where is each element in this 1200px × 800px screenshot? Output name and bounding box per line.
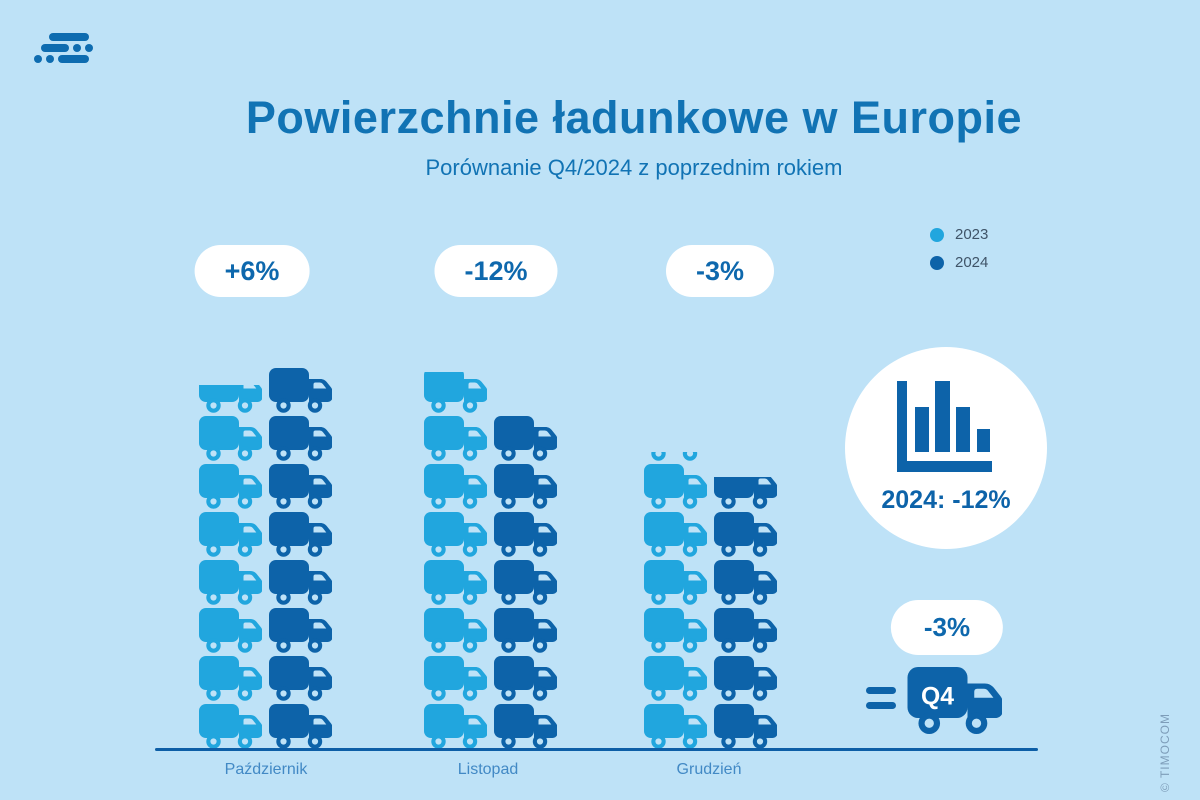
truck-icon (644, 656, 707, 701)
truck-icon (714, 477, 777, 509)
truck-stack-december-2023 (643, 452, 707, 750)
axis-label-november: Listopad (457, 761, 519, 778)
truck-icon (199, 704, 262, 749)
change-badge-november: -12% (434, 245, 558, 297)
truck-icon (269, 560, 332, 605)
truck-stack-october-2024 (268, 368, 332, 750)
truck-icon (714, 608, 777, 653)
change-badge-october: +6% (194, 245, 310, 297)
axis-label-october: Październik (224, 761, 308, 778)
axis-label-december: Grudzień (676, 761, 742, 778)
truck-icon (199, 608, 262, 653)
legend-label-2023: 2023 (955, 226, 989, 243)
truck-stack-december-2024 (713, 477, 777, 750)
equals-icon (866, 687, 896, 709)
truck-icon (424, 416, 487, 461)
truck-icon (494, 464, 557, 509)
change-badge-december: -3% (665, 245, 775, 297)
q4-truck-label: Q4 (921, 684, 954, 711)
copyright-note: © TIMOCOM (1158, 713, 1172, 792)
truck-icon (199, 416, 262, 461)
truck-icon (424, 560, 487, 605)
truck-icon (269, 416, 332, 461)
truck-icon (424, 608, 487, 653)
truck-icon (494, 704, 557, 749)
legend-dot-2024-icon (930, 255, 944, 270)
page-subtitle: Porównanie Q4/2024 z poprzednim rokiem (425, 155, 843, 180)
truck-icon (199, 656, 262, 701)
truck-icon (651, 452, 698, 461)
truck-icon (644, 560, 707, 605)
timocom-logo (34, 33, 93, 63)
truck-icon (644, 608, 707, 653)
legend-label-2024: 2024 (955, 254, 989, 271)
year-summary-label: 2024: -12% (881, 486, 1011, 514)
truck-icon (424, 464, 487, 509)
truck-icon (714, 512, 777, 557)
legend: 2023 2024 (930, 226, 988, 271)
year-summary-circle: 2024: -12% (845, 347, 1047, 549)
legend-dot-2023-icon (930, 227, 944, 242)
truck-icon (644, 512, 707, 557)
truck-icon (199, 560, 262, 605)
truck-icon (424, 704, 487, 749)
truck-icon (494, 608, 557, 653)
truck-stack-october-2023 (198, 385, 262, 750)
truck-icon (424, 656, 487, 701)
q4-change-badge: -3% (890, 600, 1004, 655)
truck-icon (269, 704, 332, 749)
truck-icon (269, 608, 332, 653)
truck-icon (644, 464, 707, 509)
truck-icon (269, 368, 332, 413)
truck-icon (269, 464, 332, 509)
truck-icon (714, 656, 777, 701)
truck-stack-november-2023 (423, 372, 487, 750)
truck-icon (494, 560, 557, 605)
truck-icon (199, 512, 262, 557)
truck-icon (714, 560, 777, 605)
truck-icon (269, 656, 332, 701)
truck-icon (199, 385, 262, 413)
legend-item-2024: 2024 (930, 254, 988, 271)
page-title: Powierzchnie ładunkowe w Europie (245, 92, 1023, 143)
truck-icon (644, 704, 707, 749)
q4-truck-icon: Q4 (907, 667, 1002, 735)
legend-item-2023: 2023 (930, 226, 988, 243)
truck-stack-november-2024 (493, 415, 557, 750)
truck-icon (494, 656, 557, 701)
truck-icon (269, 512, 332, 557)
x-axis-baseline (155, 748, 1038, 751)
truck-icon (424, 512, 487, 557)
bar-chart-icon (897, 381, 992, 472)
truck-icon (424, 372, 487, 413)
truck-icon (494, 512, 557, 557)
truck-icon (714, 704, 777, 749)
truck-icon (494, 416, 557, 461)
truck-icon (199, 464, 262, 509)
